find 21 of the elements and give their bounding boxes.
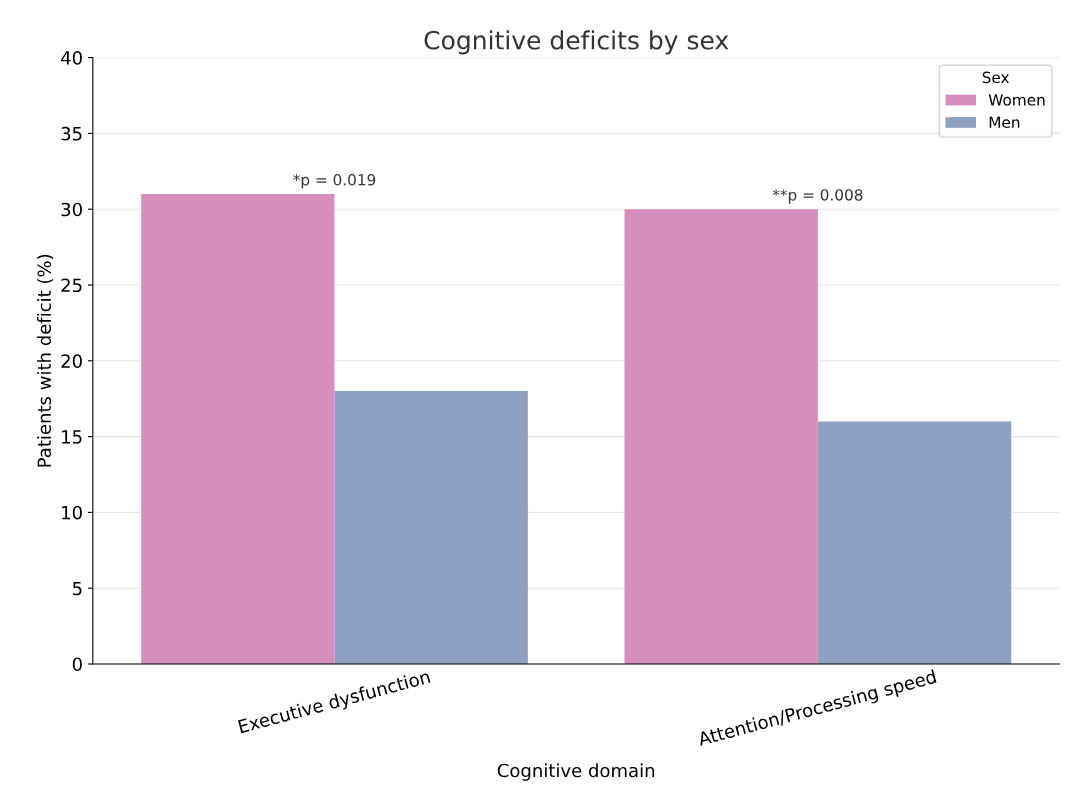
y-tick-label: 25 — [61, 278, 82, 293]
legend-title: Sex — [982, 71, 1010, 84]
y-tick-label: 10 — [62, 505, 82, 520]
y-tick-label: 30 — [61, 202, 82, 217]
annotation: **p = 0.008 — [772, 189, 863, 204]
y-tick-label: 35 — [61, 126, 82, 141]
bar — [334, 391, 528, 664]
bar — [817, 421, 1012, 664]
bar — [141, 194, 335, 664]
y-axis-title: Patients with deficit (%) — [37, 254, 54, 467]
y-tick-label: 0 — [72, 657, 82, 672]
y-tick-label: 15 — [62, 430, 82, 444]
legend-label: Women — [988, 94, 1045, 106]
annotation: *p = 0.019 — [293, 173, 376, 189]
y-tick-label: 20 — [61, 354, 82, 368]
y-tick-label: 5 — [73, 581, 82, 596]
legend-label: Men — [989, 116, 1020, 129]
y-tick-label: 40 — [61, 51, 82, 65]
bar — [624, 209, 818, 664]
chart-title: Cognitive deficits by sex — [424, 30, 729, 55]
x-axis-title: Cognitive domain — [497, 763, 655, 781]
